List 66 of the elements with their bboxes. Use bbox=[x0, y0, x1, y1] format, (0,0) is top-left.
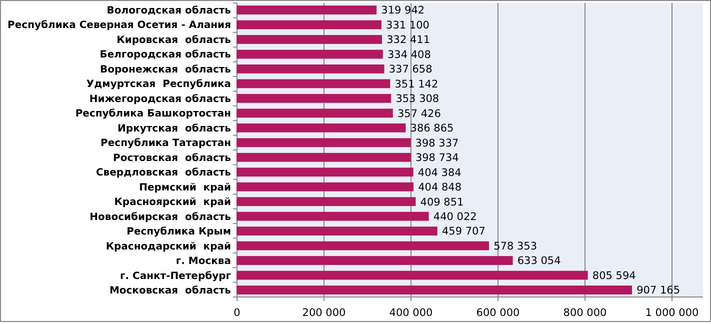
x-tick-label: 1 000 000 bbox=[645, 307, 699, 319]
bar bbox=[236, 226, 438, 236]
y-tick-label: Республика Башкортостан bbox=[75, 108, 232, 120]
data-label: 459 707 bbox=[442, 226, 486, 238]
bar bbox=[236, 168, 414, 177]
y-tick-label: Московская область bbox=[109, 286, 231, 296]
y-tick-label: Свердловская область bbox=[96, 168, 231, 179]
x-tick-label: 400 000 bbox=[389, 307, 433, 319]
bar bbox=[236, 270, 588, 280]
y-tick-label: Вологодская область bbox=[106, 6, 231, 16]
y-tick-label: Краснодарский край bbox=[106, 241, 231, 252]
y-tick-label: г. Москва bbox=[176, 256, 231, 268]
y-tick-label: Республика Северная Осетия - Алания bbox=[8, 20, 231, 32]
bar bbox=[236, 197, 416, 206]
data-label: 633 054 bbox=[517, 255, 562, 268]
bar bbox=[236, 182, 414, 192]
data-label: 332 411 bbox=[386, 34, 430, 46]
x-tick-label: 600 000 bbox=[476, 307, 520, 319]
data-label: 353 308 bbox=[396, 93, 440, 106]
bar bbox=[236, 123, 406, 132]
y-tick-label: Ростовская область bbox=[113, 152, 231, 164]
bar bbox=[236, 20, 382, 30]
x-tick-label: 800 000 bbox=[563, 307, 607, 319]
bar bbox=[236, 212, 429, 221]
data-label: 404 848 bbox=[418, 182, 462, 194]
y-tick-label: Нижегородская область bbox=[89, 94, 231, 105]
y-tick-label: Пермский край bbox=[139, 182, 231, 194]
y-tick-label: Кировская область bbox=[116, 34, 231, 46]
data-label: 351 142 bbox=[394, 78, 438, 90]
data-label: 398 734 bbox=[415, 152, 460, 164]
data-label: 357 426 bbox=[397, 108, 442, 120]
bar bbox=[236, 286, 632, 294]
y-tick-label: Новосибирская область bbox=[90, 212, 231, 223]
data-label: 404 384 bbox=[418, 166, 462, 179]
bar bbox=[236, 241, 489, 250]
data-label: 398 337 bbox=[415, 137, 459, 150]
y-tick-label: г. Санкт-Петербург bbox=[120, 270, 231, 282]
bar bbox=[236, 256, 513, 265]
data-label: 440 022 bbox=[433, 210, 477, 223]
data-label: 409 851 bbox=[420, 196, 464, 208]
x-tick-label: 200 000 bbox=[302, 307, 346, 319]
data-label: 319 942 bbox=[381, 4, 425, 17]
bar bbox=[236, 35, 382, 44]
data-label: 805 594 bbox=[592, 270, 636, 282]
bar bbox=[236, 108, 393, 118]
data-label: 386 865 bbox=[410, 122, 454, 135]
bar bbox=[236, 138, 411, 148]
data-label: 337 658 bbox=[388, 64, 432, 76]
bar bbox=[236, 64, 384, 74]
bar bbox=[236, 50, 383, 59]
y-tick-label: Воронежская область bbox=[100, 64, 231, 76]
data-label: 578 353 bbox=[494, 240, 538, 252]
y-tick-label: Красноярский край bbox=[114, 197, 231, 208]
x-tick-label: 0 bbox=[234, 307, 240, 319]
bar bbox=[236, 6, 377, 14]
bar bbox=[236, 94, 392, 103]
y-tick-label: Республика Татарстан bbox=[100, 138, 232, 150]
data-label: 907 165 bbox=[636, 284, 680, 297]
y-tick-label: Белгородская область bbox=[100, 50, 231, 61]
bar bbox=[236, 152, 411, 162]
data-label: 334 408 bbox=[387, 48, 431, 61]
y-tick-label: Республика Крым bbox=[126, 226, 231, 238]
y-tick-label: Иркутская область bbox=[118, 123, 231, 134]
bar bbox=[236, 79, 390, 88]
y-tick-label: Удмуртская Республика bbox=[86, 79, 231, 90]
data-label: 331 100 bbox=[386, 19, 430, 32]
